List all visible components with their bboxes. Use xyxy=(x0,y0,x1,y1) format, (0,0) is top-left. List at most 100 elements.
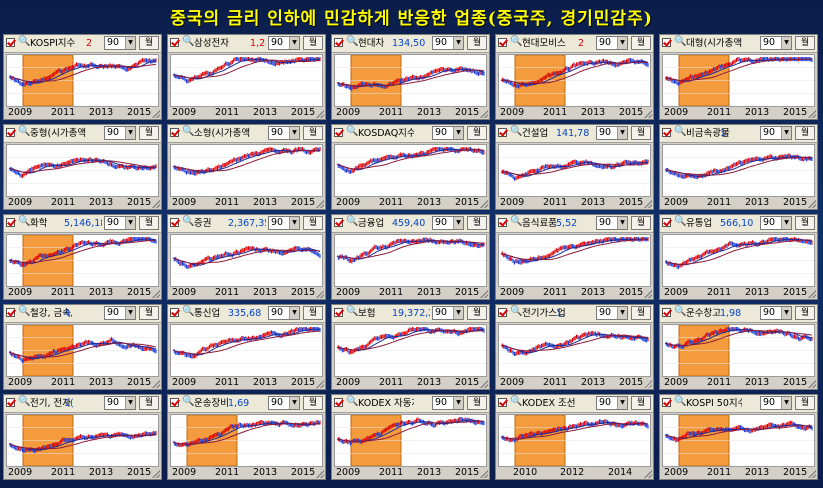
period-button[interactable]: 월 xyxy=(631,126,651,140)
chart-panel[interactable]: 🔍 운수창고 1,98 90 ▼ 월 2009 2011 2013 2015 xyxy=(659,304,818,390)
period-select[interactable]: 90 ▼ xyxy=(268,126,300,140)
period-select[interactable]: 90 ▼ xyxy=(104,36,136,50)
period-select[interactable]: 90 ▼ xyxy=(104,216,136,230)
chevron-down-icon[interactable]: ▼ xyxy=(289,37,299,49)
search-icon[interactable]: 🔍 xyxy=(18,396,31,407)
resize-grip-icon[interactable] xyxy=(316,200,324,208)
price-chart[interactable] xyxy=(170,54,323,107)
period-select[interactable]: 90 ▼ xyxy=(432,396,464,410)
checkbox-icon[interactable] xyxy=(498,38,507,47)
chevron-down-icon[interactable]: ▼ xyxy=(781,217,791,229)
search-icon[interactable]: 🔍 xyxy=(346,396,359,407)
checkbox-icon[interactable] xyxy=(334,398,343,407)
price-chart[interactable] xyxy=(498,234,651,287)
chevron-down-icon[interactable]: ▼ xyxy=(617,127,627,139)
chart-panel[interactable]: 🔍 금융업 459,40 90 ▼ 월 2009 2011 2013 2015 xyxy=(331,214,490,300)
chart-panel[interactable]: 🔍삼성전자 1,28 90 ▼ 월 2009 2011 2013 2015 xyxy=(167,34,326,120)
price-chart[interactable] xyxy=(170,414,323,467)
chevron-down-icon[interactable]: ▼ xyxy=(617,397,627,409)
price-chart[interactable] xyxy=(662,54,815,107)
period-select[interactable]: 90 ▼ xyxy=(268,396,300,410)
price-chart[interactable] xyxy=(662,324,815,377)
chart-panel[interactable]: 🔍 중형(시가총액) 90 ▼ 월 2009 2011 2013 2015 xyxy=(3,124,162,210)
checkbox-icon[interactable] xyxy=(662,38,671,47)
period-button[interactable]: 월 xyxy=(303,216,323,230)
search-icon[interactable]: 🔍 xyxy=(674,216,687,227)
period-select[interactable]: 90 ▼ xyxy=(432,126,464,140)
chevron-down-icon[interactable]: ▼ xyxy=(617,217,627,229)
chevron-down-icon[interactable]: ▼ xyxy=(289,307,299,319)
search-icon[interactable]: 🔍 xyxy=(182,216,195,227)
search-icon[interactable]: 🔍 xyxy=(510,396,523,407)
period-select[interactable]: 90 ▼ xyxy=(104,126,136,140)
resize-grip-icon[interactable] xyxy=(316,470,324,478)
resize-grip-icon[interactable] xyxy=(152,110,160,118)
checkbox-icon[interactable] xyxy=(6,308,15,317)
period-button[interactable]: 월 xyxy=(303,396,323,410)
period-select[interactable]: 90 ▼ xyxy=(268,216,300,230)
price-chart[interactable] xyxy=(6,144,159,197)
period-button[interactable]: 월 xyxy=(467,126,487,140)
chevron-down-icon[interactable]: ▼ xyxy=(781,397,791,409)
chart-panel[interactable]: 🔍 KOSDAQ지수 90 ▼ 월 2009 2011 2013 2015 xyxy=(331,124,490,210)
checkbox-icon[interactable] xyxy=(334,308,343,317)
chevron-down-icon[interactable]: ▼ xyxy=(125,127,135,139)
checkbox-icon[interactable] xyxy=(498,308,507,317)
chevron-down-icon[interactable]: ▼ xyxy=(453,397,463,409)
resize-grip-icon[interactable] xyxy=(152,290,160,298)
period-button[interactable]: 월 xyxy=(795,36,815,50)
chart-panel[interactable]: 🔍 전기, 전자 1(90 ▼ 월 2009 2011 2013 2015 xyxy=(3,394,162,480)
search-icon[interactable]: 🔍 xyxy=(182,36,195,47)
chart-panel[interactable]: 🔍화학 5,146,18 90 ▼ 월 2009 2011 2013 2015 xyxy=(3,214,162,300)
chevron-down-icon[interactable]: ▼ xyxy=(781,127,791,139)
resize-grip-icon[interactable] xyxy=(644,290,652,298)
chart-panel[interactable]: 🔍 소형(시가총액) 90 ▼ 월 2009 2011 2013 2015 xyxy=(167,124,326,210)
chart-panel[interactable]: 🔍 비금속광물 1, 90 ▼ 월 2009 2011 2013 2015 xyxy=(659,124,818,210)
chart-panel[interactable]: 🔍 철강, 금속 4, 90 ▼ 월 2009 2011 2013 2015 xyxy=(3,304,162,390)
period-button[interactable]: 월 xyxy=(139,216,159,230)
price-chart[interactable] xyxy=(6,54,159,107)
price-chart[interactable] xyxy=(662,144,815,197)
chevron-down-icon[interactable]: ▼ xyxy=(781,37,791,49)
checkbox-icon[interactable] xyxy=(6,398,15,407)
checkbox-icon[interactable] xyxy=(334,128,343,137)
resize-grip-icon[interactable] xyxy=(808,290,816,298)
search-icon[interactable]: 🔍 xyxy=(18,216,31,227)
resize-grip-icon[interactable] xyxy=(316,380,324,388)
checkbox-icon[interactable] xyxy=(170,218,179,227)
period-select[interactable]: 90 ▼ xyxy=(432,36,464,50)
chevron-down-icon[interactable]: ▼ xyxy=(617,307,627,319)
resize-grip-icon[interactable] xyxy=(644,380,652,388)
checkbox-icon[interactable] xyxy=(498,128,507,137)
resize-grip-icon[interactable] xyxy=(480,110,488,118)
checkbox-icon[interactable] xyxy=(170,398,179,407)
chart-panel[interactable]: 🔍보험 19,372,2 90 ▼ 월 2009 2011 2013 2015 xyxy=(331,304,490,390)
chevron-down-icon[interactable]: ▼ xyxy=(125,37,135,49)
chart-panel[interactable]: 🔍증권 2,367,35 90 ▼ 월 2009 2011 2013 2015 xyxy=(167,214,326,300)
resize-grip-icon[interactable] xyxy=(480,380,488,388)
chart-panel[interactable]: 🔍KODEX 자동차 90 ▼ 월 2009 2011 2013 2015 xyxy=(331,394,490,480)
price-chart[interactable] xyxy=(6,324,159,377)
period-button[interactable]: 월 xyxy=(467,36,487,50)
checkbox-icon[interactable] xyxy=(334,38,343,47)
search-icon[interactable]: 🔍 xyxy=(346,36,359,47)
period-button[interactable]: 월 xyxy=(795,306,815,320)
search-icon[interactable]: 🔍 xyxy=(674,126,687,137)
checkbox-icon[interactable] xyxy=(662,398,671,407)
resize-grip-icon[interactable] xyxy=(808,380,816,388)
chart-panel[interactable]: 🔍 운송장비 1,69 90 ▼ 월 2009 2011 2013 2015 xyxy=(167,394,326,480)
search-icon[interactable]: 🔍 xyxy=(510,216,523,227)
chevron-down-icon[interactable]: ▼ xyxy=(617,37,627,49)
resize-grip-icon[interactable] xyxy=(480,290,488,298)
period-select[interactable]: 90 ▼ xyxy=(596,396,628,410)
checkbox-icon[interactable] xyxy=(498,398,507,407)
chart-panel[interactable]: 🔍 현대모비스 2 90 ▼ 월 2009 2011 2013 2015 xyxy=(495,34,654,120)
checkbox-icon[interactable] xyxy=(662,308,671,317)
period-button[interactable]: 월 xyxy=(139,36,159,50)
resize-grip-icon[interactable] xyxy=(152,470,160,478)
chevron-down-icon[interactable]: ▼ xyxy=(453,307,463,319)
search-icon[interactable]: 🔍 xyxy=(674,306,687,317)
price-chart[interactable] xyxy=(170,324,323,377)
period-select[interactable]: 90 ▼ xyxy=(268,306,300,320)
period-select[interactable]: 90 ▼ xyxy=(596,306,628,320)
